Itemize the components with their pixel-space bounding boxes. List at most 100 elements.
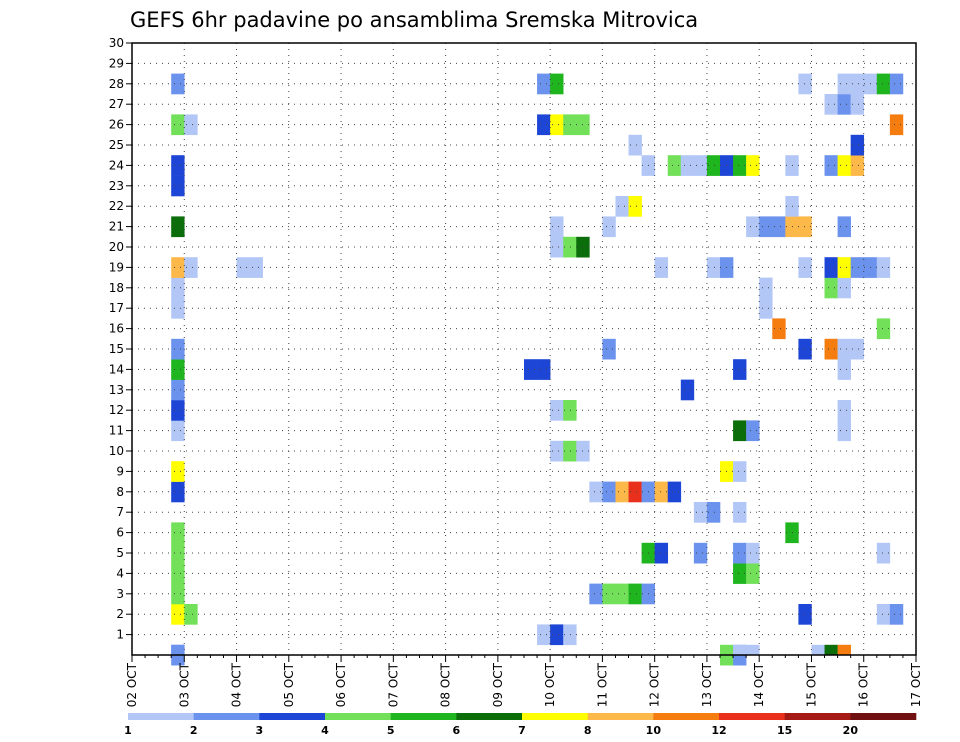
data-cell [628, 196, 642, 217]
data-cell [693, 542, 708, 564]
data-cell [850, 257, 865, 278]
data-cell [837, 400, 851, 421]
data-cell [171, 277, 185, 299]
data-cell [550, 114, 564, 136]
data-cell [876, 542, 891, 564]
data-cell [171, 379, 185, 401]
y-tick-label: 4 [116, 566, 124, 580]
y-tick-label: 26 [109, 118, 124, 132]
data-cell [746, 563, 760, 584]
x-tick-label: 12 OCT [648, 662, 662, 707]
data-cell [759, 216, 773, 238]
data-cell [733, 359, 747, 380]
y-tick-label: 19 [109, 260, 124, 274]
data-cell [837, 94, 851, 115]
x-tick-label: 14 OCT [752, 662, 766, 707]
data-cell [746, 542, 760, 564]
data-cell [850, 338, 865, 360]
data-cell [811, 644, 825, 655]
data-cell [824, 338, 838, 360]
data-cell [824, 644, 838, 655]
data-cell [171, 481, 185, 503]
y-tick-label: 14 [109, 362, 124, 376]
data-cell [837, 155, 851, 176]
x-tick-label: 13 OCT [700, 662, 714, 707]
data-cell [733, 155, 747, 176]
data-cell [171, 257, 185, 278]
data-cell [798, 604, 812, 625]
data-cell [628, 481, 642, 503]
colorbar-segment [850, 713, 917, 720]
y-tick-label: 17 [109, 301, 124, 315]
data-cell [889, 73, 904, 95]
data-cell [654, 257, 669, 278]
data-cell [171, 298, 185, 319]
y-tick-label: 3 [116, 587, 124, 601]
colorbar-label: 4 [321, 724, 329, 737]
data-cell [171, 338, 185, 360]
colorbar-segment [522, 713, 588, 720]
data-cell [837, 257, 851, 278]
data-cell [837, 73, 851, 95]
data-cell [733, 502, 747, 523]
colorbar-segment [587, 713, 654, 720]
data-cell [798, 257, 812, 278]
y-tick-label: 5 [116, 546, 124, 560]
colorbar-segment [390, 713, 457, 720]
y-tick-label: 21 [109, 220, 124, 234]
data-cell [589, 583, 603, 605]
data-cell [837, 420, 851, 442]
colorbar-segment [128, 713, 194, 720]
y-tick-label: 10 [109, 444, 124, 458]
data-cell [837, 359, 851, 380]
data-cell [563, 440, 577, 462]
data-cell [772, 216, 786, 238]
colorbar-segment [325, 713, 391, 720]
colorbar-label: 1 [124, 724, 132, 737]
data-cell [615, 481, 629, 503]
data-cell [171, 583, 185, 605]
colorbar-label: 6 [453, 724, 461, 737]
data-cell [837, 216, 851, 238]
y-tick-label: 23 [109, 179, 124, 193]
data-cell [850, 134, 865, 156]
x-tick-label: 03 OCT [177, 662, 191, 707]
data-cell [876, 73, 891, 95]
x-tick-label: 16 OCT [857, 662, 871, 707]
data-cell [876, 318, 891, 340]
data-cell [249, 257, 263, 278]
data-cell [563, 400, 577, 421]
data-cell [680, 379, 695, 401]
colorbar-segment [259, 713, 326, 720]
data-cell [171, 155, 185, 176]
data-cell [602, 481, 616, 503]
grid-lines [131, 43, 917, 655]
data-cell [171, 461, 185, 482]
data-cell [524, 359, 538, 380]
data-cell [589, 481, 603, 503]
data-cell [876, 257, 891, 278]
y-tick-label: 16 [109, 322, 124, 336]
x-tick-label: 08 OCT [439, 662, 453, 707]
data-cell [772, 318, 786, 340]
y-tick-label: 20 [109, 240, 124, 254]
data-cell [236, 257, 250, 278]
data-cell [654, 542, 669, 564]
x-tick-label: 10 OCT [543, 662, 557, 707]
y-tick-label: 22 [109, 199, 124, 213]
data-cell [837, 338, 851, 360]
colorbar-segment [719, 713, 785, 720]
data-cell [171, 216, 185, 238]
colorbar-label: 2 [190, 724, 198, 737]
y-tick-label: 28 [109, 77, 124, 91]
data-cell [706, 155, 721, 176]
precipitation-cells [171, 73, 904, 666]
y-tick-label: 29 [109, 56, 124, 70]
data-cell [798, 338, 812, 360]
data-cell [171, 563, 185, 584]
data-cell [171, 522, 185, 544]
data-cell [850, 73, 865, 95]
data-cell [837, 644, 851, 655]
x-tick-label: 05 OCT [282, 662, 296, 707]
data-cell [798, 216, 812, 238]
